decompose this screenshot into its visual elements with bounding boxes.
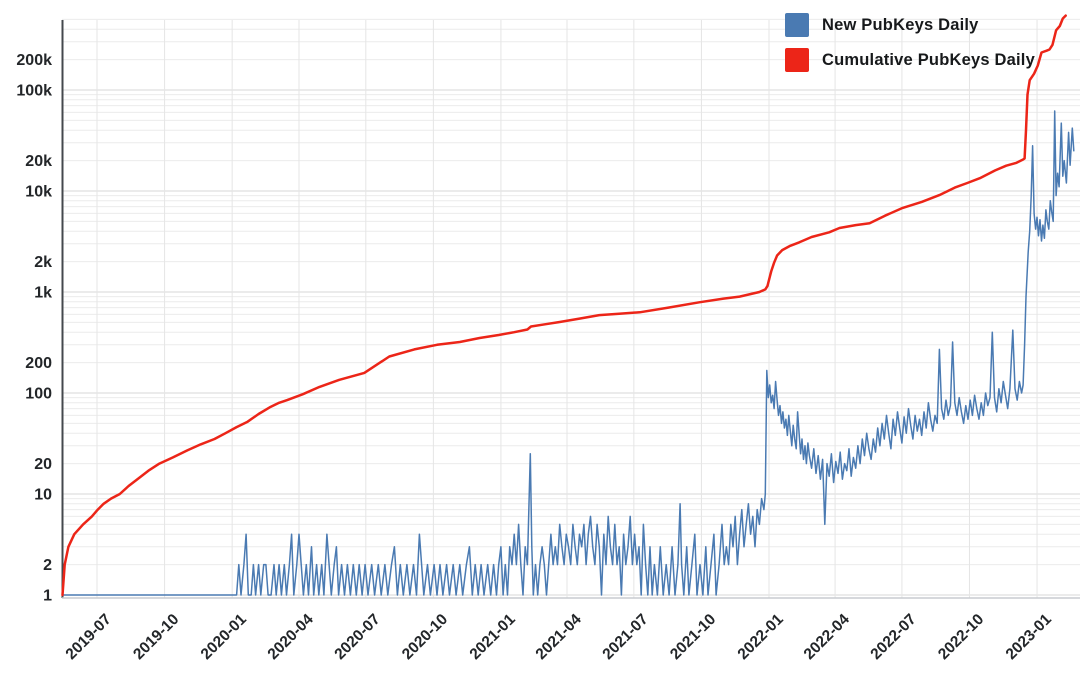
y-tick-label: 200k (16, 52, 52, 69)
y-tick-label: 1 (43, 588, 52, 605)
y-tick-label: 100 (25, 386, 52, 403)
legend-label: New PubKeys Daily (822, 15, 979, 34)
y-tick-label: 20 (34, 456, 52, 473)
legend-label: Cumulative PubKeys Daily (822, 50, 1035, 69)
chart-legend: New PubKeys Daily Cumulative PubKeys Dai… (785, 13, 1035, 72)
x-tick-label: 2020-04 (265, 611, 318, 664)
x-tick-label: 2022-10 (935, 611, 987, 663)
y-tick-label: 1k (34, 285, 52, 302)
cumulative-pubkeys-swatch-icon (785, 48, 809, 72)
x-tick-label: 2021-10 (667, 611, 719, 663)
y-tick-label: 2 (43, 557, 52, 574)
legend-item-cumulative-pubkeys[interactable]: Cumulative PubKeys Daily (785, 48, 1035, 72)
y-tick-label: 2k (34, 254, 52, 271)
x-axis-labels: 2019-07 2019-10 2020-01 2020-04 2020-07 2020-… (63, 611, 1056, 664)
y-tick-label: 10 (34, 487, 52, 504)
y-tick-label: 200 (25, 355, 52, 372)
x-tick-label: 2021-01 (467, 611, 520, 664)
x-tick-label: 2023-01 (1003, 611, 1056, 664)
x-tick-label: 2019-10 (130, 611, 182, 663)
y-axis-labels: 1 2 10 20 100 200 1k 2k 10k 20k 100k 200k (16, 52, 52, 604)
y-tick-label: 10k (25, 184, 52, 201)
x-tick-label: 2020-07 (331, 611, 383, 663)
series-new-pubkeys-daily (61, 110, 1075, 596)
x-tick-label: 2020-10 (399, 611, 451, 663)
legend-item-new-pubkeys[interactable]: New PubKeys Daily (785, 13, 1035, 37)
x-tick-label: 2021-07 (599, 611, 651, 663)
y-tick-label: 100k (16, 83, 52, 100)
x-tick-label: 2022-07 (867, 611, 919, 663)
x-tick-label: 2020-01 (198, 611, 251, 664)
new-pubkeys-swatch-icon (785, 13, 809, 37)
x-tick-label: 2019-07 (63, 611, 115, 663)
y-tick-label: 20k (25, 153, 52, 170)
x-tick-label: 2022-01 (735, 611, 788, 664)
x-tick-label: 2022-04 (801, 611, 854, 664)
x-tick-label: 2021-04 (533, 611, 586, 664)
series-cumulative-pubkeys-daily (61, 14, 1067, 597)
vertical-gridlines (96, 20, 1038, 598)
horizontal-gridlines (62, 18, 1080, 596)
